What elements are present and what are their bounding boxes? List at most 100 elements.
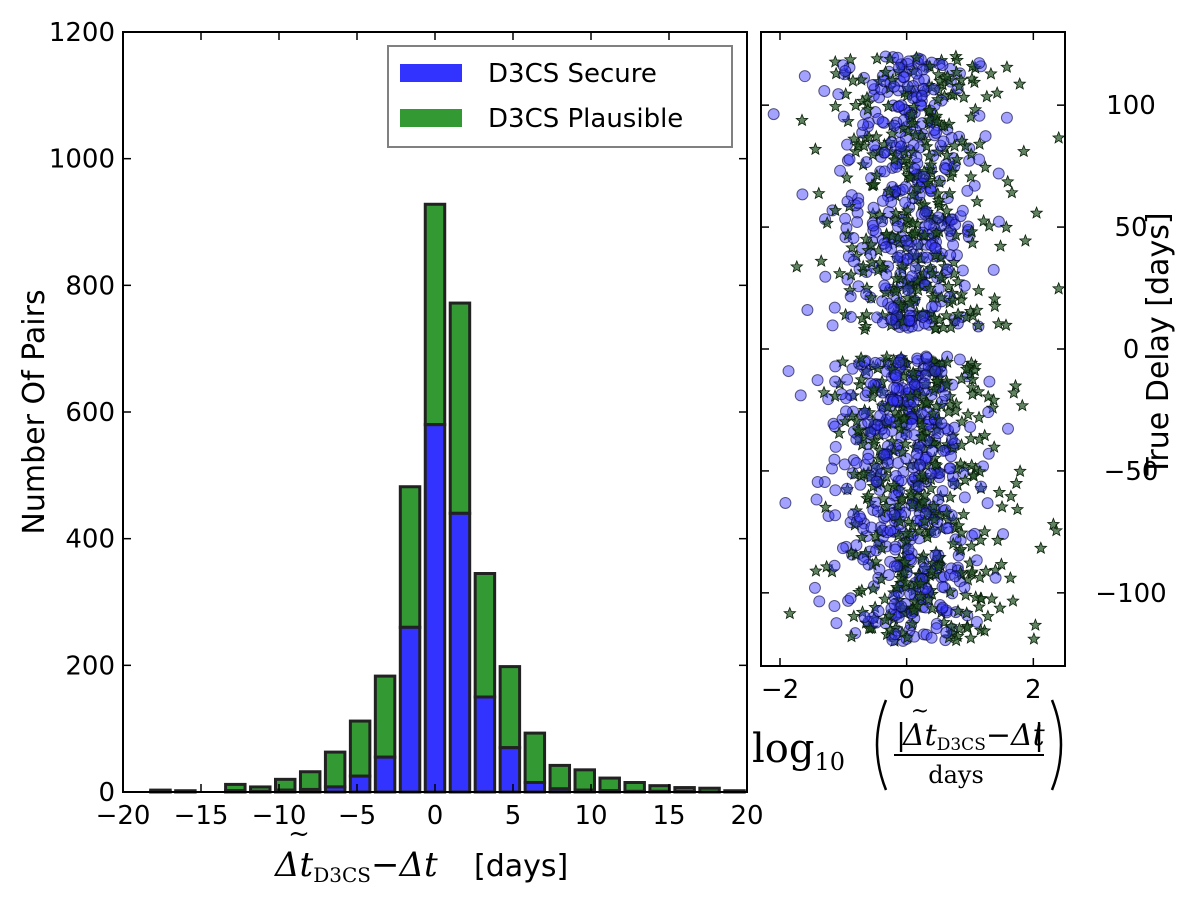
y-tick-label: 100 (1106, 91, 1156, 121)
point-plausible (951, 604, 965, 617)
point-secure (897, 114, 910, 127)
point-plausible (991, 316, 1006, 330)
point-secure (949, 218, 962, 231)
point-plausible (965, 71, 979, 85)
point-secure (930, 622, 943, 635)
point-secure (861, 367, 874, 380)
y-tick-label: 400 (65, 525, 115, 555)
point-secure (913, 441, 926, 454)
point-plausible (905, 216, 920, 229)
point-secure (865, 521, 878, 534)
point-plausible (856, 467, 871, 480)
point-plausible (988, 299, 1002, 313)
point-secure (867, 201, 880, 214)
point-secure (907, 461, 920, 474)
point-plausible (859, 319, 873, 333)
bar-secure (423, 423, 447, 794)
point-secure (944, 249, 957, 262)
point-secure (1002, 422, 1014, 435)
point-secure (811, 475, 824, 488)
point-secure (893, 61, 906, 74)
point-secure (968, 527, 981, 540)
x-tick-label: 2 (1025, 675, 1042, 705)
point-secure (908, 162, 921, 175)
point-plausible (923, 162, 937, 176)
point-secure (869, 356, 882, 369)
point-secure (829, 360, 842, 373)
point-secure (779, 496, 792, 509)
point-plausible (880, 349, 894, 363)
bar-secure (498, 746, 522, 794)
point-plausible (963, 555, 977, 569)
point-plausible (971, 283, 986, 297)
point-plausible (832, 266, 847, 280)
point-secure (958, 279, 971, 292)
bar-plausible (423, 202, 447, 427)
point-secure (834, 164, 847, 177)
point-secure (796, 188, 809, 201)
point-secure (953, 353, 966, 366)
point-secure (889, 543, 902, 556)
point-plausible (829, 66, 843, 80)
point-secure (920, 251, 933, 264)
point-plausible (940, 377, 954, 391)
point-secure (903, 314, 916, 327)
point-secure (929, 241, 942, 254)
point-plausible (977, 623, 992, 637)
scatter-x-label: log10 ( | ~ ΔtD3CS−Δt | days (752, 699, 1063, 791)
point-plausible (1012, 77, 1027, 90)
point-secure (853, 510, 866, 523)
point-secure (920, 205, 933, 218)
point-plausible (894, 492, 909, 505)
point-plausible (993, 601, 1007, 614)
point-plausible (909, 457, 923, 471)
point-secure (992, 167, 1005, 180)
x-tick-label: 15 (652, 801, 685, 831)
point-plausible (940, 69, 955, 83)
point-plausible (990, 86, 1004, 99)
point-plausible (923, 281, 937, 295)
point-secure (899, 196, 912, 209)
point-secure (970, 554, 983, 567)
point-plausible (910, 181, 925, 195)
point-plausible (845, 240, 859, 254)
point-plausible (1000, 60, 1014, 73)
point-plausible (1007, 385, 1021, 399)
point-secure (958, 581, 971, 594)
point-plausible (1017, 144, 1031, 158)
y-tick-label: 0 (1123, 335, 1140, 365)
point-plausible (900, 630, 914, 644)
point-plausible (832, 376, 847, 390)
point-secure (876, 194, 889, 207)
point-plausible (905, 518, 920, 532)
point-plausible (920, 506, 935, 520)
point-plausible (901, 81, 916, 95)
point-plausible (949, 633, 963, 647)
point-plausible (861, 102, 875, 116)
point-secure (918, 317, 931, 330)
point-plausible (818, 500, 833, 514)
point-plausible (889, 271, 904, 285)
point-secure (936, 580, 949, 593)
x-label-math: ΔtD3CS−Δt (273, 845, 438, 887)
point-plausible (917, 228, 932, 242)
point-secure (932, 211, 945, 224)
point-secure (891, 251, 904, 264)
point-plausible (960, 620, 975, 634)
point-secure (901, 80, 914, 93)
point-secure (841, 138, 854, 151)
point-plausible (866, 581, 880, 595)
point-plausible (900, 212, 915, 226)
point-plausible (951, 307, 965, 321)
point-secure (891, 394, 904, 407)
point-secure (893, 100, 906, 113)
point-plausible (857, 403, 872, 417)
point-plausible (906, 365, 920, 379)
point-plausible (957, 90, 971, 103)
bar-plausible (298, 770, 322, 791)
point-plausible (931, 67, 946, 81)
point-plausible (900, 88, 914, 102)
point-secure (878, 165, 891, 178)
point-plausible (1008, 378, 1023, 392)
point-plausible (925, 601, 939, 615)
